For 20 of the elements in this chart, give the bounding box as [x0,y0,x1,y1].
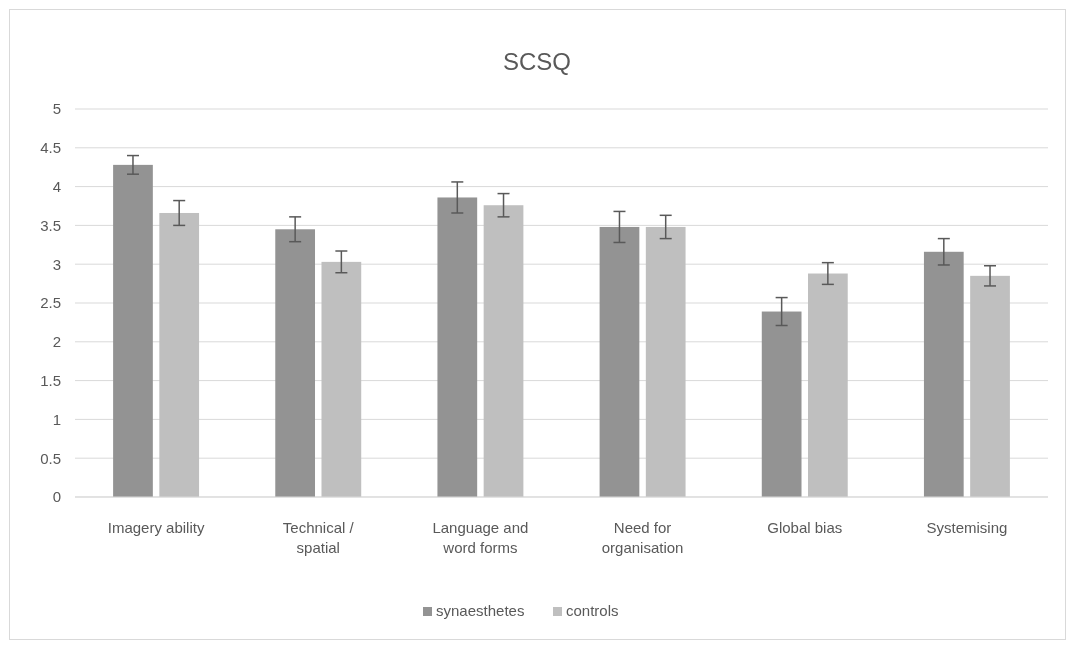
chart-title: SCSQ [502,48,572,75]
y-tick-label: 3.5 [40,216,61,234]
x-tick-label: Systemising [926,519,1008,536]
y-tick-label: 0 [52,488,61,506]
y-tick-label: 1 [52,410,61,428]
y-tick-label: 4.5 [40,139,61,157]
x-tick-label: Global bias [767,519,843,536]
x-tick-label: Language and word forms [432,519,529,556]
x-tick-label: Imagery ability [107,519,205,536]
x-tick-label: Technical / spatial [282,519,355,556]
legend-label: controls [566,602,619,619]
y-tick-label: 4 [52,177,61,195]
y-tick-label: 1.5 [40,371,61,389]
y-tick-label: 5 [52,100,61,118]
x-tick-label: Need for organisation [601,519,684,556]
y-tick-label: 0.5 [40,449,61,467]
legend-label: synaesthetes [436,602,525,619]
y-tick-label: 2 [52,333,61,351]
y-tick-label: 3 [52,255,61,273]
y-tick-label: 2.5 [40,294,61,312]
